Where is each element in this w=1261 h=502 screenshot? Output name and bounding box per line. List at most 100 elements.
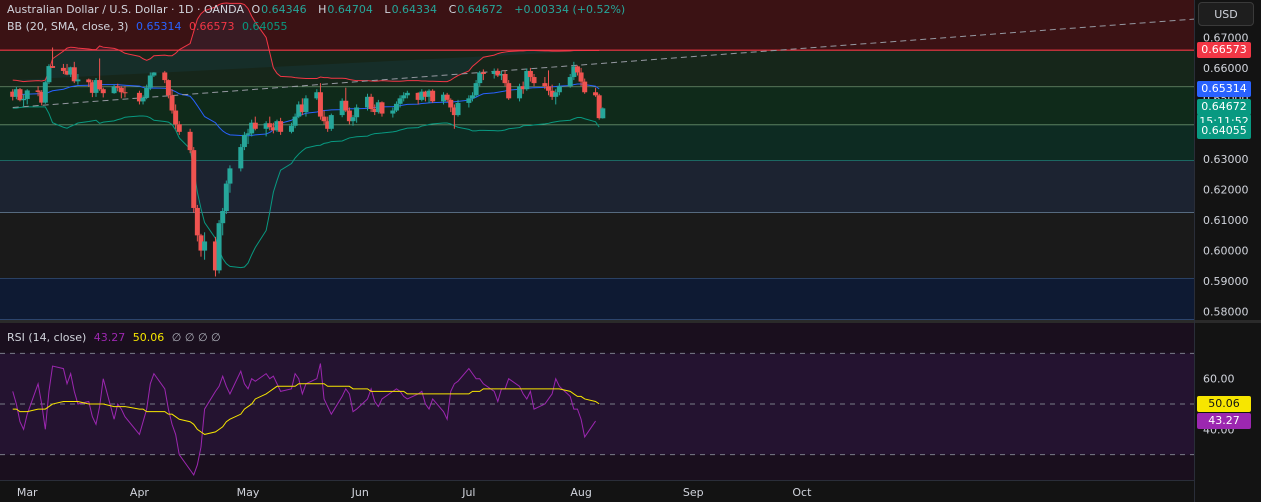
candle: [13, 86, 19, 100]
candle: [75, 73, 81, 85]
candle: [17, 87, 23, 102]
candle: [520, 81, 526, 94]
candle-body: [451, 107, 457, 116]
candle: [245, 128, 251, 145]
candle: [480, 69, 486, 81]
candle-body: [68, 67, 74, 75]
price-zone: [0, 278, 1194, 320]
price-tick-label: 0.63000: [1203, 153, 1249, 166]
candle: [288, 122, 294, 134]
candle: [506, 80, 512, 100]
candle-body: [448, 99, 454, 108]
candle-body: [596, 95, 602, 119]
candle-body: [202, 241, 208, 251]
currency-button[interactable]: USD: [1198, 2, 1254, 26]
candle: [430, 89, 436, 103]
candle: [140, 95, 146, 105]
candle-body: [71, 67, 77, 82]
candle-body: [212, 241, 218, 271]
candle-body: [578, 72, 584, 82]
candle: [415, 92, 421, 105]
candle-body: [263, 123, 269, 129]
candle-body: [89, 82, 95, 93]
candle: [39, 90, 45, 106]
candle: [241, 131, 247, 151]
candle: [495, 68, 501, 78]
candle: [278, 117, 284, 135]
price-tick-label: 0.62000: [1203, 184, 1249, 197]
candle-body: [299, 104, 305, 113]
candle: [473, 80, 479, 97]
candle: [144, 84, 150, 100]
bb-name: BB (20, SMA, close, 3): [7, 20, 129, 33]
candle-body: [191, 150, 197, 208]
candle-body: [198, 235, 204, 251]
rsi-ma-tag: 50.06: [1197, 395, 1251, 412]
candle-body: [477, 72, 483, 84]
candle-body: [223, 183, 229, 211]
candle: [354, 104, 360, 123]
candle-body: [220, 210, 226, 224]
candle: [71, 61, 77, 84]
candle: [122, 86, 128, 98]
candle: [317, 83, 323, 120]
candle-body: [317, 92, 323, 117]
candle-body: [60, 67, 66, 71]
candle-body: [46, 66, 52, 83]
candle: [136, 90, 142, 105]
candle-body: [527, 70, 533, 78]
rsi-tick-label: 60.00: [1203, 373, 1235, 386]
candle-body: [350, 117, 356, 122]
candle: [397, 95, 403, 108]
candle-body: [368, 96, 374, 110]
candle: [173, 104, 179, 129]
bb-legend[interactable]: BB (20, SMA, close, 3) 0.65314 0.66573 0…: [7, 20, 291, 34]
candle-body: [118, 87, 124, 93]
price-tick-label: 0.66000: [1203, 62, 1249, 75]
candle: [346, 107, 352, 125]
candle: [296, 101, 302, 119]
candle-body: [390, 110, 396, 114]
candle-body: [520, 86, 526, 90]
candle-body: [194, 207, 200, 236]
candle-body: [415, 92, 421, 100]
symbol-legend: Australian Dollar / U.S. Dollar · 1D · O…: [7, 3, 629, 17]
candle-body: [245, 133, 251, 135]
candle-body: [136, 92, 142, 102]
candle-body: [531, 77, 537, 84]
bb-upper-value: 0.66573: [188, 20, 235, 33]
candle-body: [187, 131, 193, 151]
candle-body: [296, 104, 302, 117]
price-tick-label: 0.61000: [1203, 214, 1249, 227]
candle-body: [93, 80, 99, 93]
candle-body: [375, 102, 381, 113]
candle: [267, 116, 273, 131]
candle-body: [151, 72, 157, 76]
rsi-legend[interactable]: RSI (14, close) 43.27 50.06 ∅ ∅ ∅ ∅: [7, 331, 225, 345]
candle-body: [50, 66, 56, 68]
candle-body: [325, 121, 331, 129]
candle: [571, 61, 577, 81]
bb-middle-value: 0.65314: [135, 20, 182, 33]
candle-body: [21, 98, 27, 101]
candle: [321, 110, 327, 125]
candle: [89, 80, 95, 98]
candle-body: [498, 73, 504, 76]
low-legend: L0.64334: [384, 3, 441, 16]
candle: [455, 99, 461, 117]
candle: [546, 70, 551, 96]
candle-body: [422, 91, 428, 97]
candle: [350, 115, 356, 126]
candle: [220, 207, 226, 236]
candle-body: [144, 87, 150, 98]
candle-body: [115, 86, 121, 88]
candle: [314, 89, 320, 100]
candle-body: [10, 91, 16, 97]
candle: [343, 87, 349, 113]
high-label: H: [318, 3, 327, 16]
candle-body: [162, 72, 168, 81]
rsi-ma-line: [12, 383, 600, 435]
candle-body: [267, 123, 273, 128]
candle: [328, 113, 334, 131]
